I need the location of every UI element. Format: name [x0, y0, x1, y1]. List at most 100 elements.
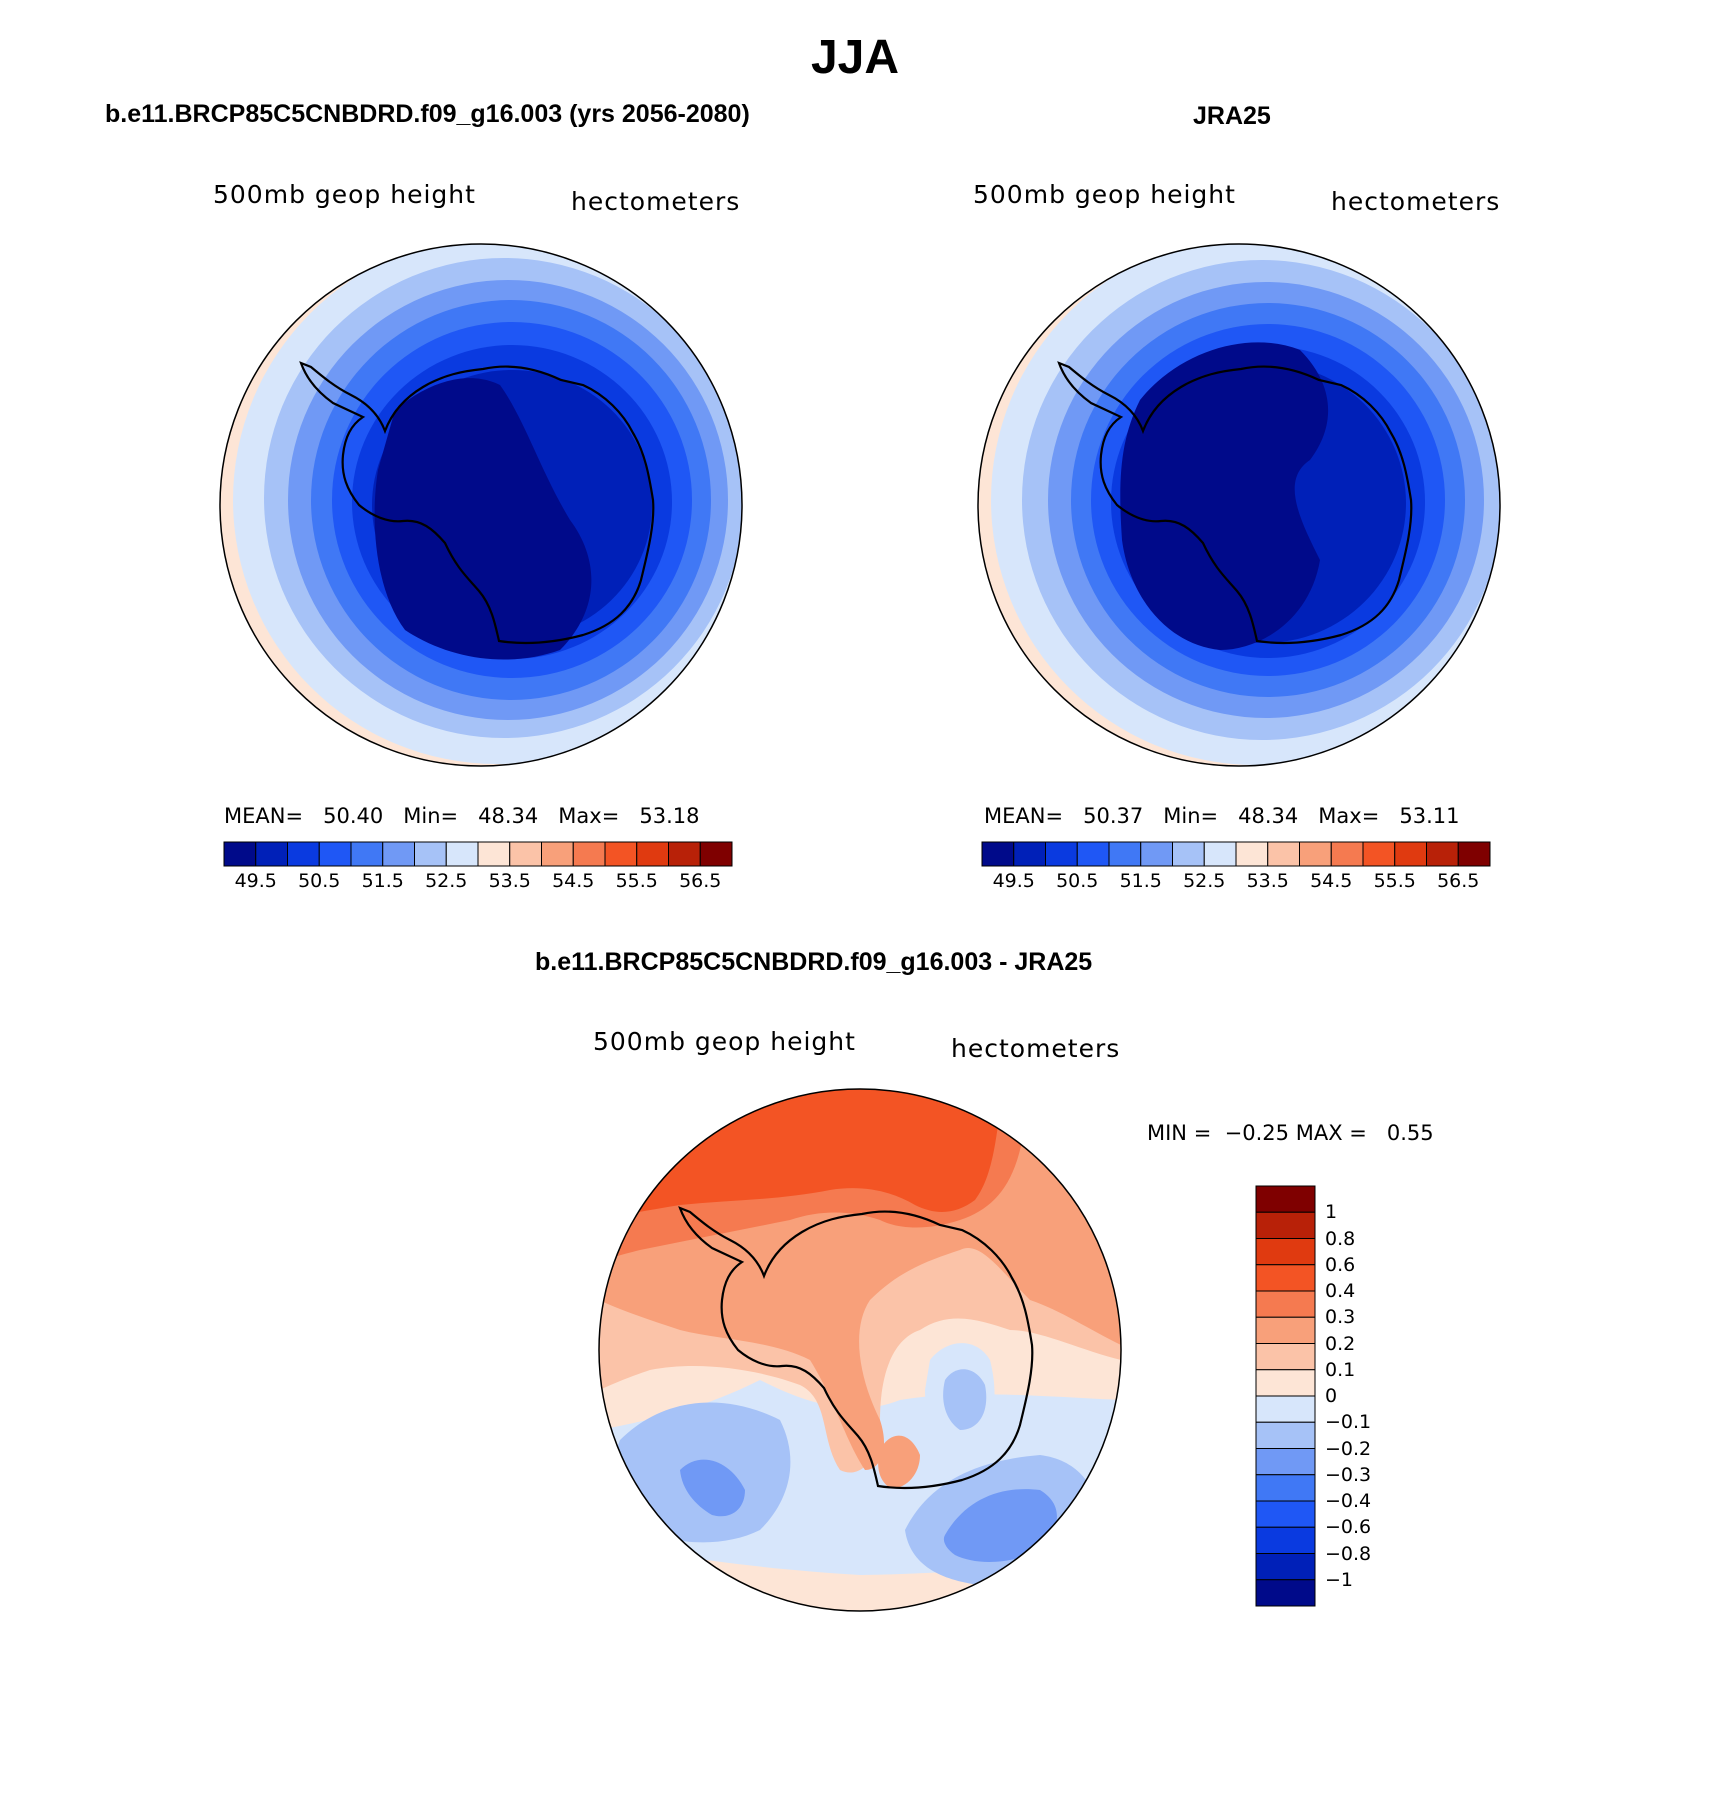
obs-colorbar-box: [1330, 841, 1364, 867]
obs-colorbar-box: [1108, 841, 1142, 867]
obs-colorbar-tick-label: 55.5: [1373, 870, 1416, 892]
model-variable-label: 500mb geop height: [213, 180, 476, 209]
obs-colorbar-box: [1394, 841, 1427, 867]
obs-colorbar-box: [1172, 841, 1205, 867]
diff-level-0p3-small: [878, 1435, 920, 1489]
diff-colorbar-box: [1255, 1448, 1316, 1476]
model-colorbar-box: [636, 841, 669, 867]
diff-colorbar-box: [1255, 1316, 1316, 1344]
diff-colorbar-box: [1255, 1185, 1316, 1213]
diff-units-label: hectometers: [951, 1034, 1121, 1063]
diff-colorbar-tick-label: 0.6: [1325, 1253, 1356, 1276]
obs-colorbar-box: [981, 841, 1015, 867]
model-colorbar-tick-label: 50.5: [298, 870, 341, 892]
model-colorbar-box: [445, 841, 479, 867]
obs-panel-title: JRA25: [1193, 102, 1271, 130]
model-colorbar-tick-label: 49.5: [234, 870, 277, 892]
obs-colorbar-box: [1426, 841, 1459, 867]
diff-colorbar-box: [1255, 1553, 1316, 1581]
model-colorbar-box: [414, 841, 447, 867]
model-colorbar-box: [668, 841, 701, 867]
obs-colorbar-box: [1076, 841, 1110, 867]
diff-colorbar-tick-label: −0.8: [1325, 1542, 1372, 1565]
obs-colorbar-tick-label: 49.5: [992, 870, 1035, 892]
model-colorbar-box: [287, 841, 320, 867]
obs-colorbar-tick-label: 53.5: [1246, 870, 1289, 892]
model-colorbar-box: [318, 841, 352, 867]
obs-colorbar-box: [1457, 841, 1491, 867]
model-colorbar-tick-label: 53.5: [488, 870, 531, 892]
diff-colorbar-box: [1255, 1211, 1316, 1239]
model-colorbar-box: [541, 841, 574, 867]
model-units-label: hectometers: [571, 187, 741, 216]
model-colorbar-box: [509, 841, 542, 867]
diff-colorbar-tick-label: −0.3: [1325, 1463, 1372, 1486]
diff-colorbar-box: [1255, 1264, 1316, 1292]
diff-map: [598, 1088, 1122, 1612]
model-low-core: [374, 378, 592, 660]
obs-colorbar-tick-label: 50.5: [1056, 870, 1099, 892]
model-colorbar-box: [350, 841, 384, 867]
obs-stats: MEAN= 50.37 Min= 48.34 Max= 53.11: [984, 804, 1460, 828]
obs-colorbar-tick-label: 51.5: [1119, 870, 1162, 892]
diff-level-m0p2-center: [943, 1369, 987, 1430]
diff-colorbar-tick-label: −0.4: [1325, 1490, 1372, 1512]
diff-colorbar-box: [1255, 1421, 1316, 1449]
diff-colorbar-box: [1255, 1369, 1316, 1397]
obs-colorbar-tick-label: 52.5: [1183, 870, 1226, 892]
diff-map-border: [598, 1088, 1122, 1612]
obs-colorbar-box: [1203, 841, 1237, 867]
model-colorbar-tick-label: 55.5: [615, 870, 658, 892]
model-colorbar-tick-label: 52.5: [425, 870, 468, 892]
diff-colorbar-tick-label: 0.8: [1325, 1227, 1356, 1250]
diff-colorbar-box: [1255, 1474, 1316, 1502]
diff-colorbar-tick-label: −0.2: [1325, 1437, 1372, 1460]
figure-title: JJA: [810, 31, 900, 84]
diff-colorbar-tick-label: −1: [1325, 1568, 1354, 1591]
model-colorbar-tick-label: 56.5: [679, 870, 722, 892]
model-map: [219, 243, 743, 767]
obs-colorbar: [981, 841, 1491, 867]
obs-units-label: hectometers: [1331, 187, 1501, 216]
model-colorbar-tick-label: 54.5: [552, 870, 595, 892]
diff-colorbar-tick-label: 1: [1325, 1201, 1338, 1224]
obs-map-border: [977, 243, 1501, 767]
model-colorbar-box: [699, 841, 733, 867]
obs-colorbar-tick-label: 56.5: [1437, 870, 1480, 892]
obs-colorbar-box: [1013, 841, 1046, 867]
diff-level-m0p3-right: [943, 1489, 1057, 1562]
obs-low-core: [1120, 342, 1329, 650]
model-stats: MEAN= 50.40 Min= 48.34 Max= 53.18: [224, 804, 700, 828]
diff-colorbar-tick-label: 0.2: [1325, 1332, 1356, 1355]
diff-colorbar-box: [1255, 1500, 1316, 1528]
model-colorbar-box: [477, 841, 511, 867]
diff-colorbar-tick-label: −0.1: [1325, 1411, 1372, 1434]
diff-stats: MIN = −0.25 MAX = 0.55: [1147, 1121, 1434, 1145]
obs-colorbar-box: [1267, 841, 1300, 867]
obs-colorbar-box: [1140, 841, 1173, 867]
diff-colorbar-box: [1255, 1395, 1316, 1423]
obs-colorbar-box: [1045, 841, 1078, 867]
diff-level-m0p3-left: [680, 1459, 745, 1517]
obs-colorbar-box: [1235, 841, 1269, 867]
obs-variable-label: 500mb geop height: [973, 180, 1236, 209]
diff-colorbar-tick-label: −0.6: [1325, 1516, 1372, 1539]
obs-map: [977, 243, 1501, 767]
diff-variable-label: 500mb geop height: [593, 1027, 856, 1056]
diff-colorbar-box: [1255, 1238, 1316, 1266]
diff-colorbar-box: [1255, 1526, 1316, 1554]
diff-panel-title: b.e11.BRCP85C5CNBDRD.f09_g16.003 - JRA25: [535, 948, 1093, 976]
diff-colorbar-tick-label: 0.4: [1325, 1280, 1356, 1302]
model-colorbar-box: [572, 841, 606, 867]
obs-colorbar-box: [1362, 841, 1396, 867]
obs-colorbar-box: [1299, 841, 1332, 867]
model-colorbar-box: [382, 841, 415, 867]
diff-colorbar-box: [1255, 1579, 1316, 1607]
model-panel-title: b.e11.BRCP85C5CNBDRD.f09_g16.003 (yrs 20…: [105, 100, 750, 128]
obs-colorbar-tick-label: 54.5: [1310, 870, 1353, 892]
model-colorbar: [223, 841, 733, 867]
diff-colorbar: [1255, 1185, 1316, 1607]
diff-colorbar-box: [1255, 1290, 1316, 1318]
diff-colorbar-tick-label: 0.3: [1325, 1306, 1356, 1329]
